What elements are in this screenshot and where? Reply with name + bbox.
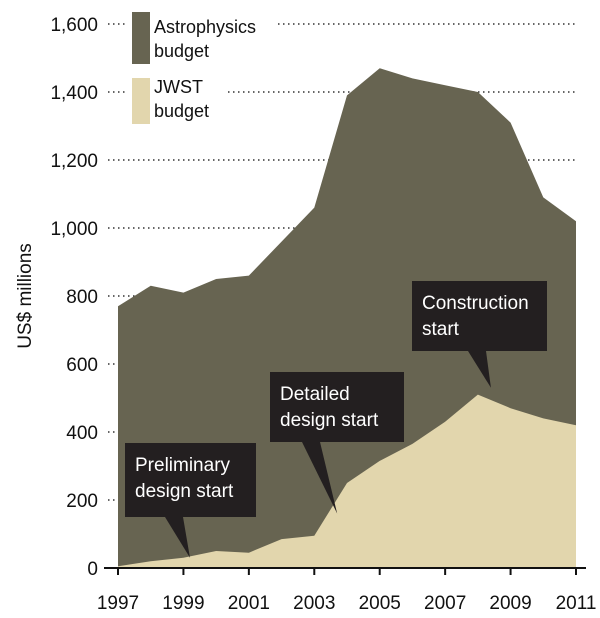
legend-bg-0 xyxy=(128,6,278,64)
x-tick-label-2: 2001 xyxy=(228,593,270,614)
annotation-text-2-0: Construction xyxy=(422,293,529,314)
y-tick-label-3: 600 xyxy=(66,355,98,376)
annotation-pointer-2 xyxy=(468,351,491,388)
annotation-text-0-0: Preliminary xyxy=(135,455,231,476)
x-tick-label-7: 2011 xyxy=(556,593,597,614)
x-tick-label-6: 2009 xyxy=(489,593,531,614)
x-tick-label-0: 1997 xyxy=(97,593,139,614)
annotation-box-1 xyxy=(270,372,404,442)
annotation-box-0 xyxy=(125,443,256,517)
annotation-text-1-1: design start xyxy=(280,410,379,431)
annotation-pointer-0 xyxy=(165,517,190,558)
annotation-pointer-1 xyxy=(302,442,338,514)
x-tick-label-4: 2005 xyxy=(359,593,401,614)
x-tick-label-5: 2007 xyxy=(424,593,466,614)
legend-label-1-line1: JWST xyxy=(154,77,203,97)
y-tick-label-0: 0 xyxy=(87,559,98,580)
legend-label-0-line2: budget xyxy=(154,41,209,61)
y-tick-label-5: 1,000 xyxy=(50,219,98,240)
legend: Astrophysics budget JWST budget xyxy=(128,6,278,128)
y-axis-title: US$ millions xyxy=(15,243,36,349)
annotation-text-1-0: Detailed xyxy=(280,384,350,405)
area-series-1 xyxy=(118,394,576,568)
legend-swatch-1 xyxy=(132,78,150,124)
x-tick-label-1: 1999 xyxy=(162,593,204,614)
legend-label-1-line2: budget xyxy=(154,101,209,121)
annotations: Preliminary design start Detailed design st… xyxy=(125,281,547,558)
y-tick-label-1: 200 xyxy=(66,491,98,512)
y-tick-label-2: 400 xyxy=(66,423,98,444)
legend-swatch-0 xyxy=(132,12,150,64)
legend-label-0-line1: Astrophysics xyxy=(154,17,256,37)
annotation-text-0-1: design start xyxy=(135,481,234,502)
y-tick-label-7: 1,400 xyxy=(50,83,98,104)
y-tick-label-4: 800 xyxy=(66,287,98,308)
y-tick-label-8: 1,600 xyxy=(50,15,98,36)
y-tick-label-6: 1,200 xyxy=(50,151,98,172)
annotation-text-2-1: start xyxy=(422,319,460,340)
axes: 1997 1999 2001 2003 2005 2007 2009 2011 0 200 400 6… xyxy=(15,15,596,614)
x-tick-label-3: 2003 xyxy=(293,593,335,614)
annotation-box-2 xyxy=(412,281,547,351)
